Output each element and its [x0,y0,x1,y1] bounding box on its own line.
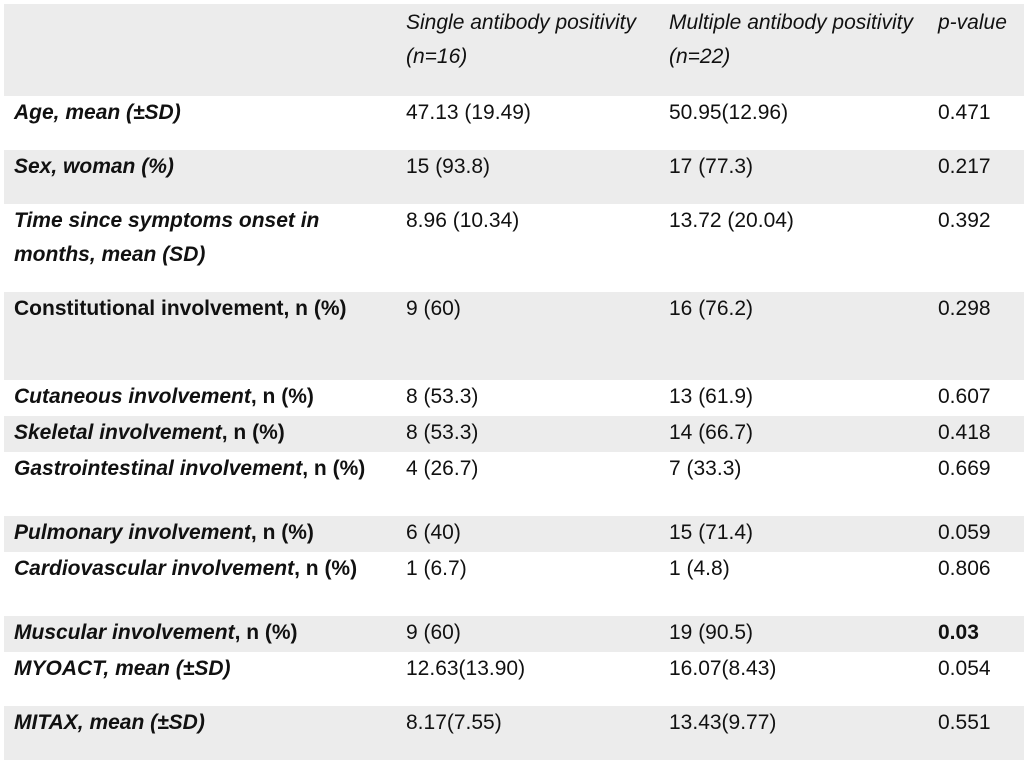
single-value: 9 (60) [396,616,659,652]
p-value: 0.298 [928,292,1024,380]
row-label-plain: , n (%) [250,385,314,408]
single-value: 8.96 (10.34) [406,209,520,232]
row-label-italic: MYOACT, mean (±SD) [14,657,231,680]
multiple-value: 16 (76.2) [659,292,928,380]
comparison-table: Single antibody positivity (n=16) Multip… [4,4,1024,760]
p-value: 0.392 [938,209,991,232]
multiple-value: 19 (90.5) [659,616,928,652]
row-label-italic: Gastrointestinal involvement [14,457,303,480]
row-label: Age, mean (±SD) [4,96,396,150]
table-row: MYOACT, mean (±SD) 12.63(13.90) 16.07(8.… [4,652,1024,706]
table-row: Skeletal involvement, n (%) 8 (53.3) 14 … [4,416,1024,452]
header-cell-empty [4,4,396,96]
multiple-value: 14 (66.7) [659,416,928,452]
row-label: Pulmonary involvement, n (%) [4,516,396,552]
table-header-row: Single antibody positivity (n=16) Multip… [4,4,1024,96]
row-label-italic: Time since symptoms onset in months, mea… [14,209,320,266]
row-label-italic: Cutaneous involvement [14,385,251,408]
row-label-italic: Age, mean (±SD) [14,101,181,124]
p-value: 0.607 [938,385,991,408]
header-multiple-antibody: Multiple antibody positivity (n=22) [659,4,928,96]
table-row: Constitutional involvement, n (%) 9 (60)… [4,292,1024,380]
p-value: 0.551 [928,706,1024,760]
single-value: 8 (53.3) [396,416,659,452]
table-row: MITAX, mean (±SD) 8.17(7.55) 13.43(9.77)… [4,706,1024,760]
single-value: 6 (40) [396,516,659,552]
p-value-significant: 0.03 [928,616,1024,652]
multiple-value: 17 (77.3) [659,150,928,204]
multiple-value: 7 (33.3) [669,457,742,480]
table-row: Muscular involvement, n (%) 9 (60) 19 (9… [4,616,1024,652]
p-value: 0.669 [938,457,991,480]
row-label-plain: Constitutional involvement, n (%) [14,297,347,320]
single-value: 1 (6.7) [406,557,467,580]
table-row: Age, mean (±SD) 47.13 (19.49) 50.95(12.9… [4,96,1024,150]
row-label-italic: MITAX, mean (±SD) [14,711,205,734]
row-label-plain: , n (%) [302,457,366,480]
multiple-value: 1 (4.8) [669,557,730,580]
p-value: 0.054 [938,657,991,680]
p-value: 0.418 [928,416,1024,452]
row-label-italic: Pulmonary involvement [14,521,251,544]
multiple-value: 50.95(12.96) [669,101,789,124]
multiple-value: 16.07(8.43) [669,657,777,680]
single-value: 4 (26.7) [406,457,479,480]
row-label: Sex, woman (%) [4,150,396,204]
table-row: Cutaneous involvement, n (%) 8 (53.3) 13… [4,380,1024,416]
table-row: Pulmonary involvement, n (%) 6 (40) 15 (… [4,516,1024,552]
row-label: Cutaneous involvement, n (%) [4,380,396,416]
row-label: MITAX, mean (±SD) [4,706,396,760]
table-row: Cardiovascular involvement, n (%) 1 (6.7… [4,552,1024,616]
multiple-value: 13 (61.9) [669,385,754,408]
row-label: Muscular involvement, n (%) [4,616,396,652]
p-value: 0.217 [928,150,1024,204]
single-value: 8 (53.3) [406,385,479,408]
row-label-plain: , n (%) [250,521,314,544]
row-label-plain: , n (%) [294,557,358,580]
single-value: 9 (60) [396,292,659,380]
row-label: Time since symptoms onset in months, mea… [4,204,396,292]
row-label: Skeletal involvement, n (%) [4,416,396,452]
row-label-italic: Cardiovascular involvement [14,557,295,580]
header-single-antibody: Single antibody positivity (n=16) [396,4,659,96]
row-label-italic: Skeletal involvement [14,421,222,444]
row-label-italic: Muscular involvement [14,621,235,644]
single-value: 8.17(7.55) [396,706,659,760]
row-label-plain: , n (%) [234,621,298,644]
p-value: 0.471 [938,101,991,124]
single-value: 47.13 (19.49) [406,101,531,124]
table-row: Sex, woman (%) 15 (93.8) 17 (77.3) 0.217 [4,150,1024,204]
row-label: Constitutional involvement, n (%) [4,292,396,380]
header-p-value: p-value [928,4,1024,96]
row-label-plain: , n (%) [221,421,285,444]
row-label: Gastrointestinal involvement, n (%) [4,452,396,516]
p-value: 0.059 [928,516,1024,552]
table-row: Gastrointestinal involvement, n (%) 4 (2… [4,452,1024,516]
row-label: Cardiovascular involvement, n (%) [4,552,396,616]
row-label: MYOACT, mean (±SD) [4,652,396,706]
multiple-value: 13.43(9.77) [659,706,928,760]
row-label-italic: Sex, woman (%) [14,155,174,178]
p-value: 0.806 [938,557,991,580]
multiple-value: 15 (71.4) [659,516,928,552]
table-row: Time since symptoms onset in months, mea… [4,204,1024,292]
multiple-value: 13.72 (20.04) [669,209,794,232]
single-value: 12.63(13.90) [406,657,526,680]
single-value: 15 (93.8) [396,150,659,204]
